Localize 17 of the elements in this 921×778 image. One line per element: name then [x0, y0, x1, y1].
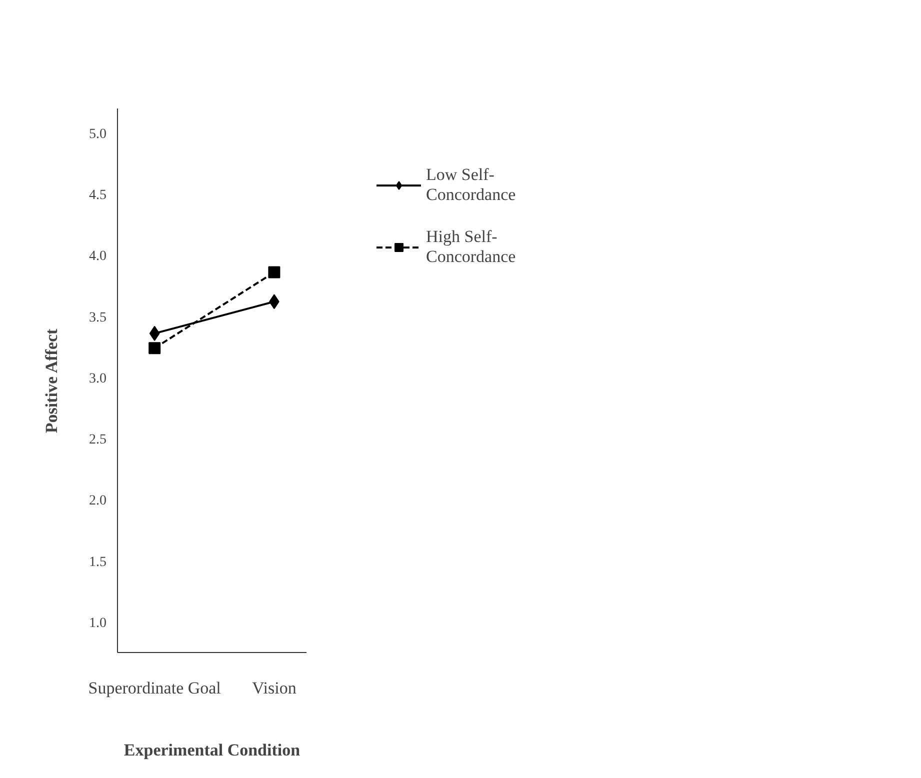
y-tick-label: 2.0	[89, 494, 106, 509]
y-tick-label: 3.0	[89, 371, 106, 386]
y-tick-label: 2.5	[89, 432, 106, 448]
y-tick-label: 4.5	[89, 188, 106, 204]
y-tick-label: 1.0	[89, 616, 106, 631]
point	[268, 266, 280, 278]
y-tick-label: 5.0	[89, 126, 106, 142]
y-tick-label: 3.5	[89, 310, 106, 326]
y-axis-title: Positive Affect	[42, 328, 61, 434]
legend-label: High Self-Concordance	[426, 227, 516, 267]
legend-label: Low Self-Concordance	[426, 165, 516, 205]
x-tick-label: Superordinate Goal	[88, 678, 222, 698]
y-tick-label: 1.5	[89, 554, 106, 570]
y-tick-label: 4.0	[89, 249, 106, 264]
point	[148, 342, 161, 354]
x-tick-label: Vision	[252, 678, 297, 698]
x-axis-title: Experimental Condition	[124, 740, 301, 760]
